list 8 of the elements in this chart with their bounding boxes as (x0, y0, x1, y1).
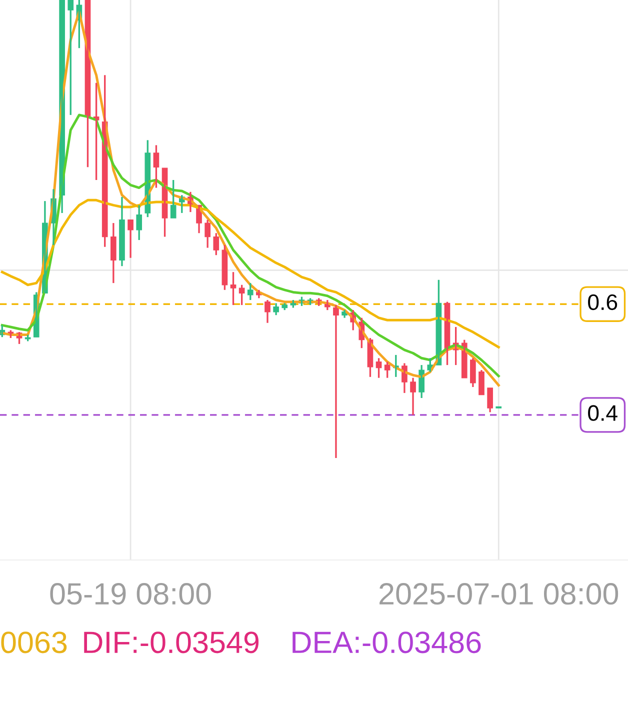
candlestick (496, 406, 502, 409)
text: DEA:-0.03486 (292, 632, 481, 654)
x-tick-label: 2025-07-01 08:00 (380, 583, 618, 605)
text: 0.4 (588, 405, 618, 421)
text: 0063 (1, 632, 67, 654)
text: 0.6 (588, 294, 618, 310)
text: DIF:-0.03549 (84, 632, 259, 654)
x-tick-label: 05-19 08:00 (50, 583, 211, 605)
